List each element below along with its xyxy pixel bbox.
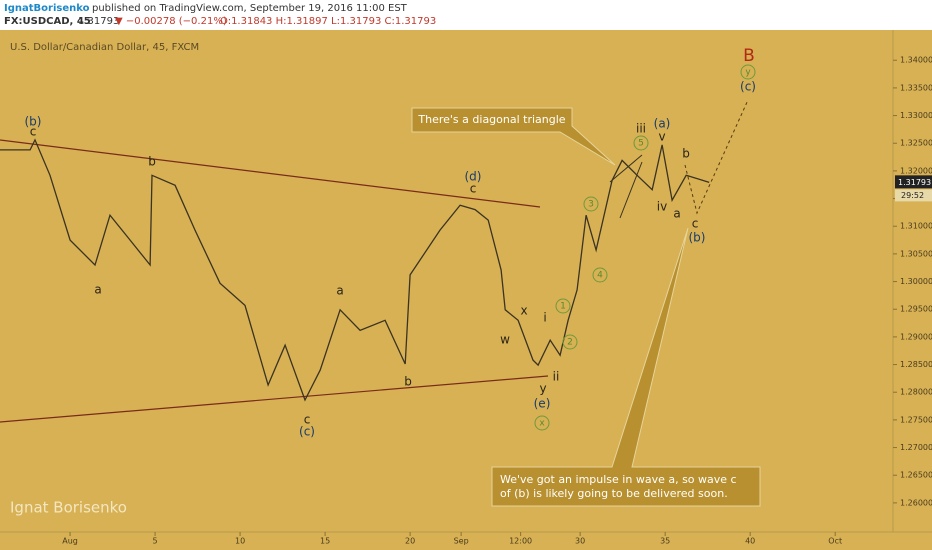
x-tick-label: 10 <box>235 537 245 546</box>
y-tick-label: 1.30500 <box>900 249 932 258</box>
y-tick-label: 1.29500 <box>900 305 932 314</box>
wave-label: a <box>673 207 680 221</box>
callout-box <box>411 107 616 166</box>
wave-circle <box>592 267 608 283</box>
wave-label: B <box>743 46 755 66</box>
symbol: FX:USDCAD, 45 <box>4 16 91 27</box>
wave-label: (b) <box>25 115 42 129</box>
price-tag <box>895 175 932 189</box>
wave-label: 1 <box>560 302 566 312</box>
author[interactable]: IgnatBorisenko <box>4 3 90 14</box>
y-tick-label: 1.26500 <box>900 471 932 480</box>
callout-text: We've got an impulse in wave a, so wave … <box>500 473 737 486</box>
y-tick-label: 1.33500 <box>900 83 932 92</box>
wave-label: a <box>94 283 101 297</box>
wave-label: b <box>682 147 690 161</box>
wave-label: (c) <box>299 425 315 439</box>
price-line <box>0 138 710 402</box>
wave-label: i <box>543 311 546 325</box>
x-tick-label: 5 <box>153 537 158 546</box>
x-tick-label: 12:00 <box>509 537 532 546</box>
countdown: 29:52 <box>901 191 924 200</box>
diagonal-line <box>609 154 643 183</box>
wave-circle <box>583 196 599 212</box>
wave-label: c <box>304 413 311 427</box>
x-tick-label: 30 <box>575 537 585 546</box>
price-tag-label: 1.31793 <box>898 178 931 187</box>
x-tick-label: Aug <box>62 537 78 546</box>
upper-trendline <box>0 139 541 208</box>
ohlc: O:1.31843 H:1.31897 L:1.31793 C:1.31793 <box>220 16 436 27</box>
y-tick-label: 1.27500 <box>900 415 932 424</box>
wave-circle <box>562 334 578 350</box>
header-bg <box>0 0 932 30</box>
wave-label: (c) <box>740 80 756 94</box>
wave-label: x <box>539 419 545 429</box>
wave-label: 2 <box>567 338 573 348</box>
lower-trendline <box>0 375 549 423</box>
y-tick-label: 1.32500 <box>900 139 932 148</box>
wave-label: ii <box>553 370 560 384</box>
wave-label: a <box>336 284 343 298</box>
countdown-bg <box>895 189 932 202</box>
y-tick-label: 1.27000 <box>900 443 932 452</box>
wave-circle <box>534 415 550 431</box>
wave-label: b <box>404 375 412 389</box>
wave-label: y <box>745 68 751 78</box>
wave-label: iii <box>636 122 646 136</box>
wave-label: (a) <box>654 117 671 131</box>
watermark: Ignat Borisenko <box>10 499 127 517</box>
chart-title: U.S. Dollar/Canadian Dollar, 45, FXCM <box>10 42 199 53</box>
callout-box <box>491 227 761 507</box>
x-tick-label: 40 <box>745 537 755 546</box>
x-tick-label: 20 <box>405 537 415 546</box>
y-tick-label: 1.31000 <box>900 222 932 231</box>
wave-label: (b) <box>689 231 706 245</box>
diagonal-line <box>619 161 643 219</box>
wave-circle <box>633 135 649 151</box>
x-tick-label: 35 <box>660 537 670 546</box>
wave-label: 5 <box>638 139 644 149</box>
wave-label: w <box>500 333 510 347</box>
change: ▼ −0.00278 (−0.21%) <box>115 16 227 27</box>
wave-label: b <box>148 155 156 169</box>
x-tick-label: Sep <box>454 537 469 546</box>
wave-label: 3 <box>588 200 594 210</box>
y-tick-label: 1.28500 <box>900 360 932 369</box>
y-tick-label: 1.34000 <box>900 56 932 65</box>
wave-label: (d) <box>465 170 482 184</box>
published: published on TradingView.com, September … <box>92 3 408 14</box>
wave-label: c <box>692 217 699 231</box>
y-tick-label: 1.28000 <box>900 388 932 397</box>
wave-label: (e) <box>534 397 551 411</box>
wave-label: 4 <box>597 271 603 281</box>
x-tick-label: 15 <box>320 537 330 546</box>
wave-label: c <box>470 182 477 196</box>
y-tick-label: 1.32000 <box>900 166 932 175</box>
wave-circle <box>740 64 756 80</box>
wave-circle <box>555 298 571 314</box>
y-tick-label: 1.26000 <box>900 498 932 507</box>
x-tick-label: Oct <box>828 537 842 546</box>
wave-label: x <box>520 304 527 318</box>
y-tick-label: 1.29000 <box>900 332 932 341</box>
wave-label: iv <box>657 200 667 214</box>
y-tick-label: 1.30000 <box>900 277 932 286</box>
last: 1.31793 <box>78 16 119 27</box>
callout-text: of (b) is likely going to be delivered s… <box>500 487 728 500</box>
wave-label: c <box>30 125 37 139</box>
y-tick-label: 1.33000 <box>900 111 932 120</box>
projection <box>684 99 749 215</box>
callout-text: There's a diagonal triangle <box>417 113 565 126</box>
wave-label: v <box>658 130 665 144</box>
wave-label: y <box>539 382 546 396</box>
